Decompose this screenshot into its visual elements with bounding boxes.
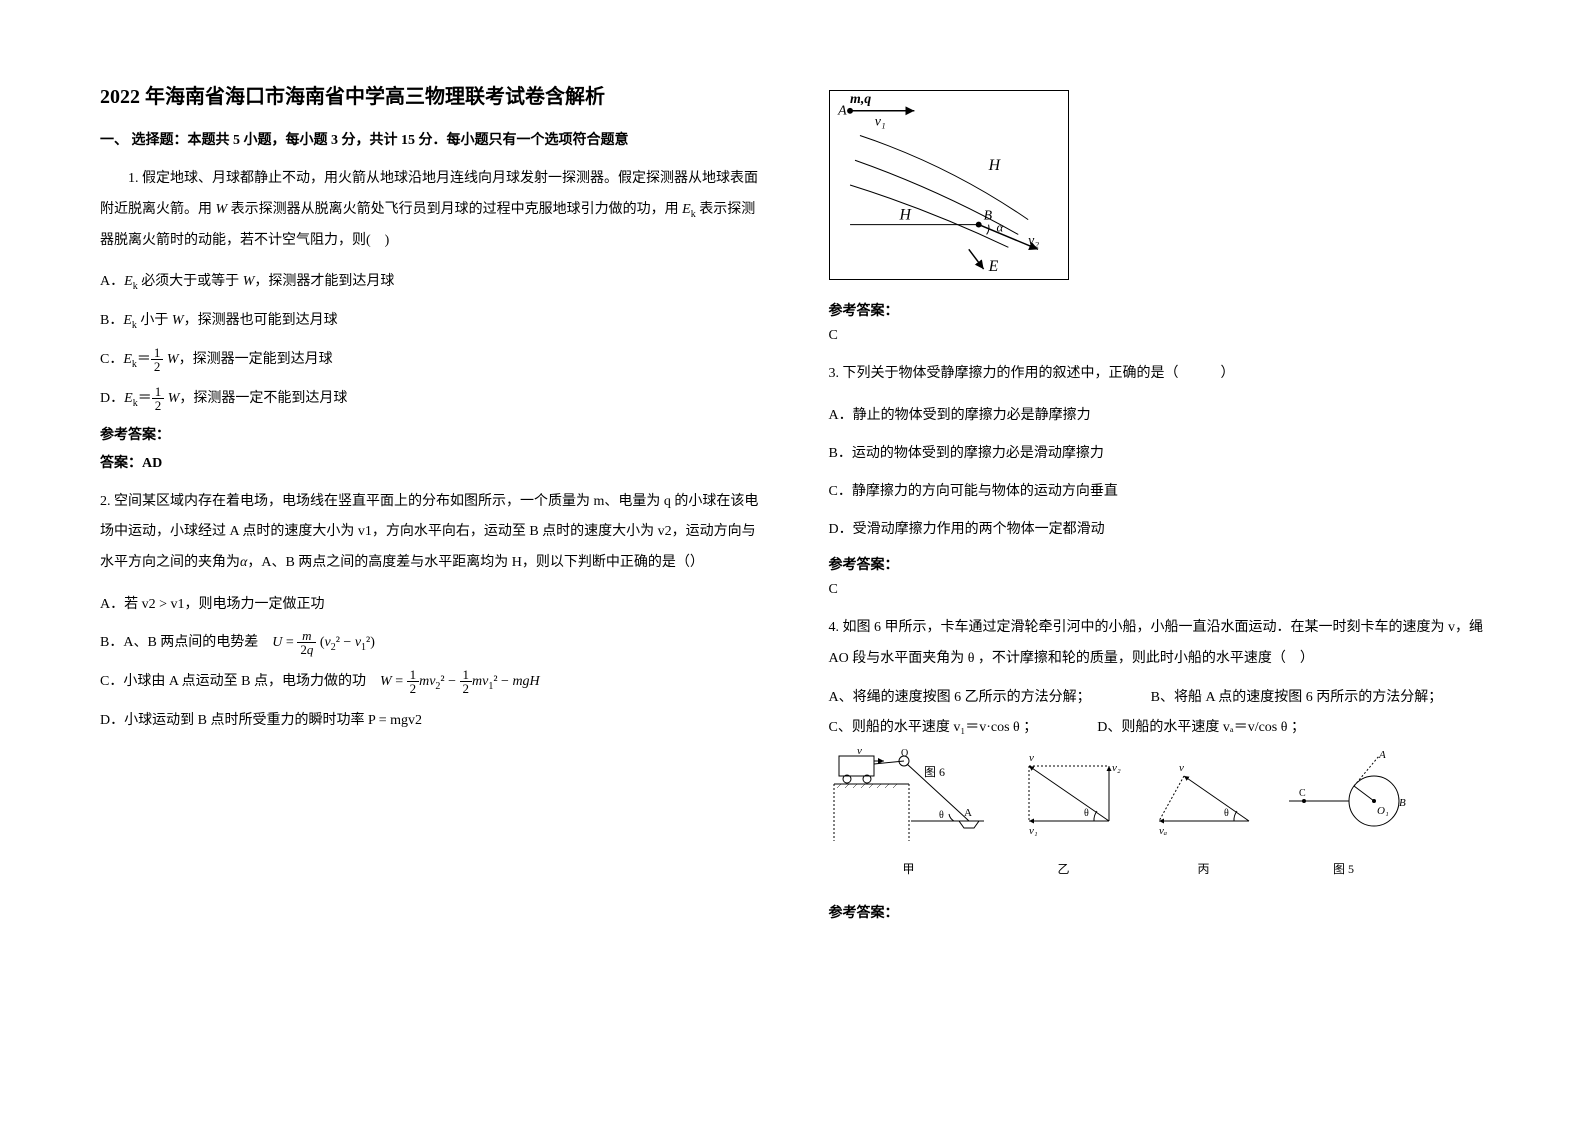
q2-answer: C (829, 328, 1488, 344)
q2-option-c: C．小球由 A 点运动至 B 点，电场力做的功 W = 12mv2² − 12m… (100, 668, 759, 697)
svg-text:v₁: v₁ (874, 114, 885, 129)
svg-text:A: A (1378, 749, 1386, 761)
q4-diagram-yi: v v₁ v₂ θ 乙 (999, 746, 1129, 877)
q1-answer-label: 参考答案： (100, 424, 759, 444)
q4-diagram-bing: v vₐ θ 丙 (1139, 746, 1269, 877)
q2-option-a: A．若 v2 > v1，则电场力一定做正功 (100, 591, 759, 619)
fig6-label: 图 6 (924, 765, 945, 779)
svg-text:O₁: O₁ (1377, 805, 1389, 817)
svg-text:θ: θ (1224, 808, 1229, 819)
question-3-text: 3. 下列关于物体受静摩擦力的作用的叙述中，正确的是（ ） (829, 359, 1488, 390)
q4-diagram-fig5: O₁ B C A 图 5 (1279, 746, 1409, 877)
q2-option-b: B．A、B 两点间的电势差 U = m2q (v2² − v1²) (100, 629, 759, 658)
q3-answer-label: 参考答案： (829, 554, 1488, 574)
question-1-text: 1. 假定地球、月球都静止不动，用火箭从地球沿地月连线向月球发射一探测器。假定探… (100, 164, 759, 256)
diagram-label-jia: 甲 (829, 860, 989, 877)
left-column: 2022 年海南省海口市海南省中学高三物理联考试卷含解析 一、 选择题：本题共 … (100, 80, 759, 1042)
svg-text:H: H (898, 207, 912, 224)
svg-text:v₁: v₁ (1029, 825, 1038, 837)
svg-text:A: A (837, 103, 847, 118)
q3-option-d: D．受滑动摩擦力作用的两个物体一定都滑动 (829, 516, 1488, 544)
svg-text:A: A (964, 807, 972, 819)
q1-option-a: A．Ek 必须大于或等于 W，探测器才能到达月球 (100, 268, 759, 297)
svg-text:v₂: v₂ (1028, 232, 1039, 247)
svg-text:θ: θ (939, 810, 944, 821)
q4-options-row2: C、则船的水平速度 v₁＝v·cos θ ； D、则船的水平速度 vₐ＝v/co… (829, 716, 1488, 736)
question-4-text: 4. 如图 6 甲所示，卡车通过定滑轮牵引河中的小船，小船一直沿水面运动．在某一… (829, 613, 1488, 675)
diagram-label-fig5: 图 5 (1279, 860, 1409, 877)
q4-option-d: D、则船的水平速度 vₐ＝v/cos θ ； (1097, 716, 1305, 736)
section-1-header: 一、 选择题：本题共 5 小题，每小题 3 分，共计 15 分．每小题只有一个选… (100, 129, 759, 149)
svg-text:v: v (1029, 752, 1034, 764)
q1-answer: 答案：AD (100, 452, 759, 472)
right-column: A m,q v₁ H H B α v₂ E (829, 80, 1488, 1042)
q3-option-b: B．运动的物体受到的摩擦力必是滑动摩擦力 (829, 440, 1488, 468)
svg-text:H: H (987, 157, 1001, 174)
q2-option-d: D．小球运动到 B 点时所受重力的瞬时功率 P = mgv2 (100, 707, 759, 735)
diagram-label-yi: 乙 (999, 860, 1129, 877)
q4-option-c: C、则船的水平速度 v₁＝v·cos θ ； (829, 716, 1038, 736)
q4-answer-label: 参考答案： (829, 902, 1488, 922)
q1-option-b: B．Ek 小于 W，探测器也可能到达月球 (100, 307, 759, 336)
svg-text:O: O (901, 748, 908, 759)
q4-diagrams: v O (829, 746, 1488, 877)
q3-option-c: C．静摩擦力的方向可能与物体的运动方向垂直 (829, 478, 1488, 506)
q4-diagram-jia: v O (829, 746, 989, 877)
q2-diagram-svg: A m,q v₁ H H B α v₂ E (829, 90, 1069, 280)
exam-title: 2022 年海南省海口市海南省中学高三物理联考试卷含解析 (100, 80, 759, 109)
question-2-text: 2. 空间某区域内存在着电场，电场线在竖直平面上的分布如图所示，一个质量为 m、… (100, 487, 759, 579)
q3-option-a: A．静止的物体受到的摩擦力必是静摩擦力 (829, 402, 1488, 430)
svg-text:B: B (983, 208, 992, 223)
svg-text:m,q: m,q (850, 91, 871, 106)
q2-diagram: A m,q v₁ H H B α v₂ E (829, 90, 1488, 285)
svg-text:v: v (1179, 762, 1184, 774)
svg-text:v: v (857, 746, 862, 757)
q4-option-a: A、将绳的速度按图 6 乙所示的方法分解； (829, 686, 1091, 706)
q4-option-b: B、将船 A 点的速度按图 6 丙所示的方法分解； (1151, 686, 1443, 706)
svg-text:vₐ: vₐ (1159, 825, 1167, 837)
q2-answer-label: 参考答案： (829, 300, 1488, 320)
svg-text:B: B (1399, 797, 1406, 809)
q1-option-d: D．Ek＝12 W，探测器一定不能到达月球 (100, 385, 759, 414)
q1-option-c: C．Ek＝12 W，探测器一定能到达月球 (100, 346, 759, 375)
svg-text:E: E (987, 258, 998, 275)
svg-text:C: C (1299, 788, 1306, 799)
q4-options-row1: A、将绳的速度按图 6 乙所示的方法分解； B、将船 A 点的速度按图 6 丙所… (829, 686, 1488, 706)
diagram-label-bing: 丙 (1139, 860, 1269, 877)
q3-answer: C (829, 582, 1488, 598)
svg-text:θ: θ (1084, 808, 1089, 819)
svg-text:v₂: v₂ (1112, 762, 1121, 774)
